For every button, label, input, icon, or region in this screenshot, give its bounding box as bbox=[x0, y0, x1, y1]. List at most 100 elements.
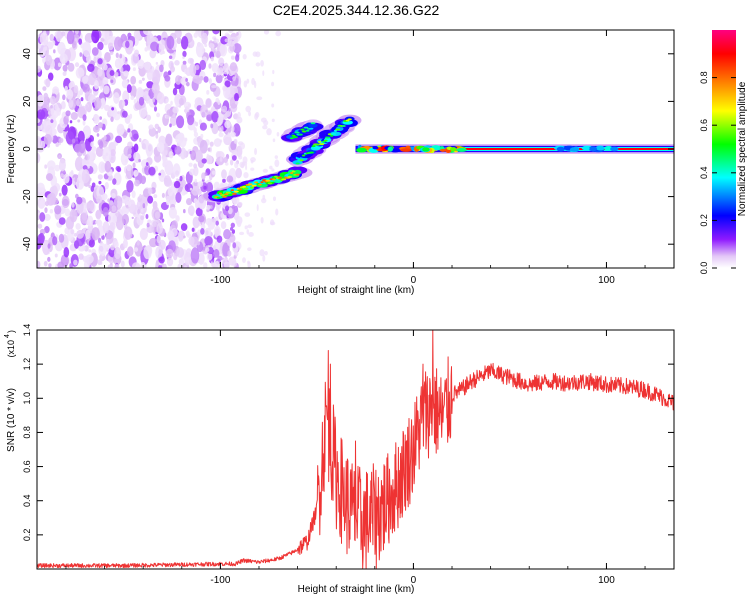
side-blob-mark bbox=[290, 137, 294, 140]
snr-multiplier-exp: 4 bbox=[4, 334, 11, 338]
snr-x-tick-label: 100 bbox=[598, 575, 615, 586]
noise-speckle bbox=[209, 145, 212, 153]
snr-y-tick-label: 1.2 bbox=[22, 358, 32, 371]
noise-speckle bbox=[60, 173, 65, 178]
noise-speckle bbox=[166, 35, 175, 50]
noise-speckle bbox=[174, 145, 182, 155]
noise-speckle bbox=[199, 76, 204, 81]
spectrogram-panel: -100 0 100 -40 -20 0 20 40 Height of straight l… bbox=[6, 29, 675, 296]
noise-speckle bbox=[45, 173, 53, 182]
noise-speckle bbox=[76, 229, 84, 239]
noise-speckle bbox=[47, 72, 54, 81]
noise-speckle bbox=[114, 58, 121, 69]
noise-speckle bbox=[102, 221, 110, 234]
noise-speckle bbox=[148, 127, 157, 137]
upper-branch-mark bbox=[317, 140, 322, 143]
noise-speckle bbox=[263, 119, 269, 126]
noise-speckle bbox=[232, 76, 236, 81]
upper-branch-mark bbox=[331, 132, 337, 135]
noise-speckle bbox=[168, 206, 178, 219]
noise-speckle bbox=[95, 146, 104, 157]
noise-speckle bbox=[152, 220, 158, 228]
noise-speckle bbox=[188, 162, 193, 167]
noise-speckle bbox=[97, 174, 103, 180]
noise-speckle bbox=[246, 78, 250, 84]
noise-speckle bbox=[255, 62, 261, 67]
noise-speckle bbox=[58, 137, 64, 143]
noise-speckle bbox=[93, 80, 99, 90]
snr-x-label: Height of straight line (km) bbox=[298, 584, 415, 595]
spectrogram-y-tick-label: 40 bbox=[22, 48, 33, 60]
noise-speckle bbox=[178, 104, 182, 108]
noise-speckle bbox=[216, 235, 223, 243]
side-blob-mark bbox=[309, 127, 314, 130]
noise-speckle bbox=[256, 96, 263, 101]
snr-y-label: SNR (10 * v/v) bbox=[6, 388, 17, 452]
noise-speckle bbox=[197, 252, 205, 265]
noise-speckle bbox=[255, 111, 260, 118]
noise-speckle bbox=[187, 205, 195, 216]
noise-speckle bbox=[56, 107, 61, 116]
noise-speckle bbox=[161, 192, 165, 199]
noise-speckle bbox=[210, 123, 214, 129]
noise-speckle bbox=[156, 92, 165, 104]
rising-trace-mark bbox=[231, 192, 237, 195]
noise-speckle bbox=[140, 261, 146, 268]
noise-speckle bbox=[272, 138, 276, 143]
noise-speckle bbox=[54, 205, 62, 215]
main-line-mark bbox=[356, 147, 367, 153]
noise-speckle bbox=[75, 223, 81, 230]
noise-speckle bbox=[115, 135, 123, 144]
noise-speckle bbox=[184, 183, 193, 193]
spectrogram-y-label: Frequency (Hz) bbox=[6, 115, 17, 184]
side-blob-mark bbox=[291, 134, 296, 137]
noise-speckle bbox=[100, 37, 105, 42]
noise-speckle bbox=[213, 38, 220, 44]
noise-speckle bbox=[227, 132, 231, 138]
noise-speckle bbox=[37, 153, 40, 160]
noise-speckle bbox=[141, 77, 145, 81]
noise-speckle bbox=[166, 109, 174, 117]
noise-speckle bbox=[188, 68, 192, 73]
noise-speckle bbox=[110, 244, 115, 251]
noise-speckle bbox=[174, 60, 180, 66]
noise-speckle bbox=[276, 132, 280, 137]
noise-speckle bbox=[149, 124, 154, 130]
noise-speckle bbox=[97, 68, 103, 77]
noise-speckle bbox=[64, 227, 69, 235]
noise-speckle bbox=[110, 116, 114, 122]
noise-speckle bbox=[147, 187, 153, 195]
noise-speckle bbox=[61, 195, 70, 209]
noise-speckle bbox=[95, 220, 99, 225]
noise-speckle bbox=[234, 161, 239, 169]
noise-speckle bbox=[109, 51, 114, 55]
noise-speckle bbox=[138, 158, 141, 163]
noise-speckle bbox=[37, 182, 45, 193]
rising-trace-mark bbox=[233, 190, 239, 193]
noise-speckle bbox=[75, 98, 80, 107]
noise-speckle bbox=[175, 75, 182, 85]
noise-speckle bbox=[121, 195, 129, 204]
upper-branch-mark bbox=[315, 143, 320, 146]
noise-speckle bbox=[159, 64, 164, 73]
noise-speckle bbox=[193, 198, 198, 204]
noise-speckle bbox=[102, 155, 107, 160]
noise-speckle bbox=[272, 196, 277, 201]
noise-speckle bbox=[254, 147, 258, 155]
noise-speckle bbox=[137, 59, 145, 69]
noise-speckle bbox=[211, 218, 216, 223]
noise-speckle bbox=[261, 197, 267, 204]
noise-speckle bbox=[212, 36, 217, 40]
noise-speckle bbox=[250, 159, 254, 164]
noise-speckle bbox=[263, 30, 270, 35]
noise-speckle bbox=[122, 207, 127, 213]
noise-speckle bbox=[142, 203, 146, 209]
noise-speckle bbox=[126, 164, 132, 172]
noise-speckle bbox=[200, 104, 209, 118]
noise-speckle bbox=[140, 208, 144, 213]
noise-speckle bbox=[231, 155, 237, 161]
noise-speckle bbox=[192, 216, 200, 229]
noise-speckle bbox=[123, 70, 129, 77]
noise-speckle bbox=[99, 254, 103, 260]
noise-speckle bbox=[44, 207, 48, 214]
